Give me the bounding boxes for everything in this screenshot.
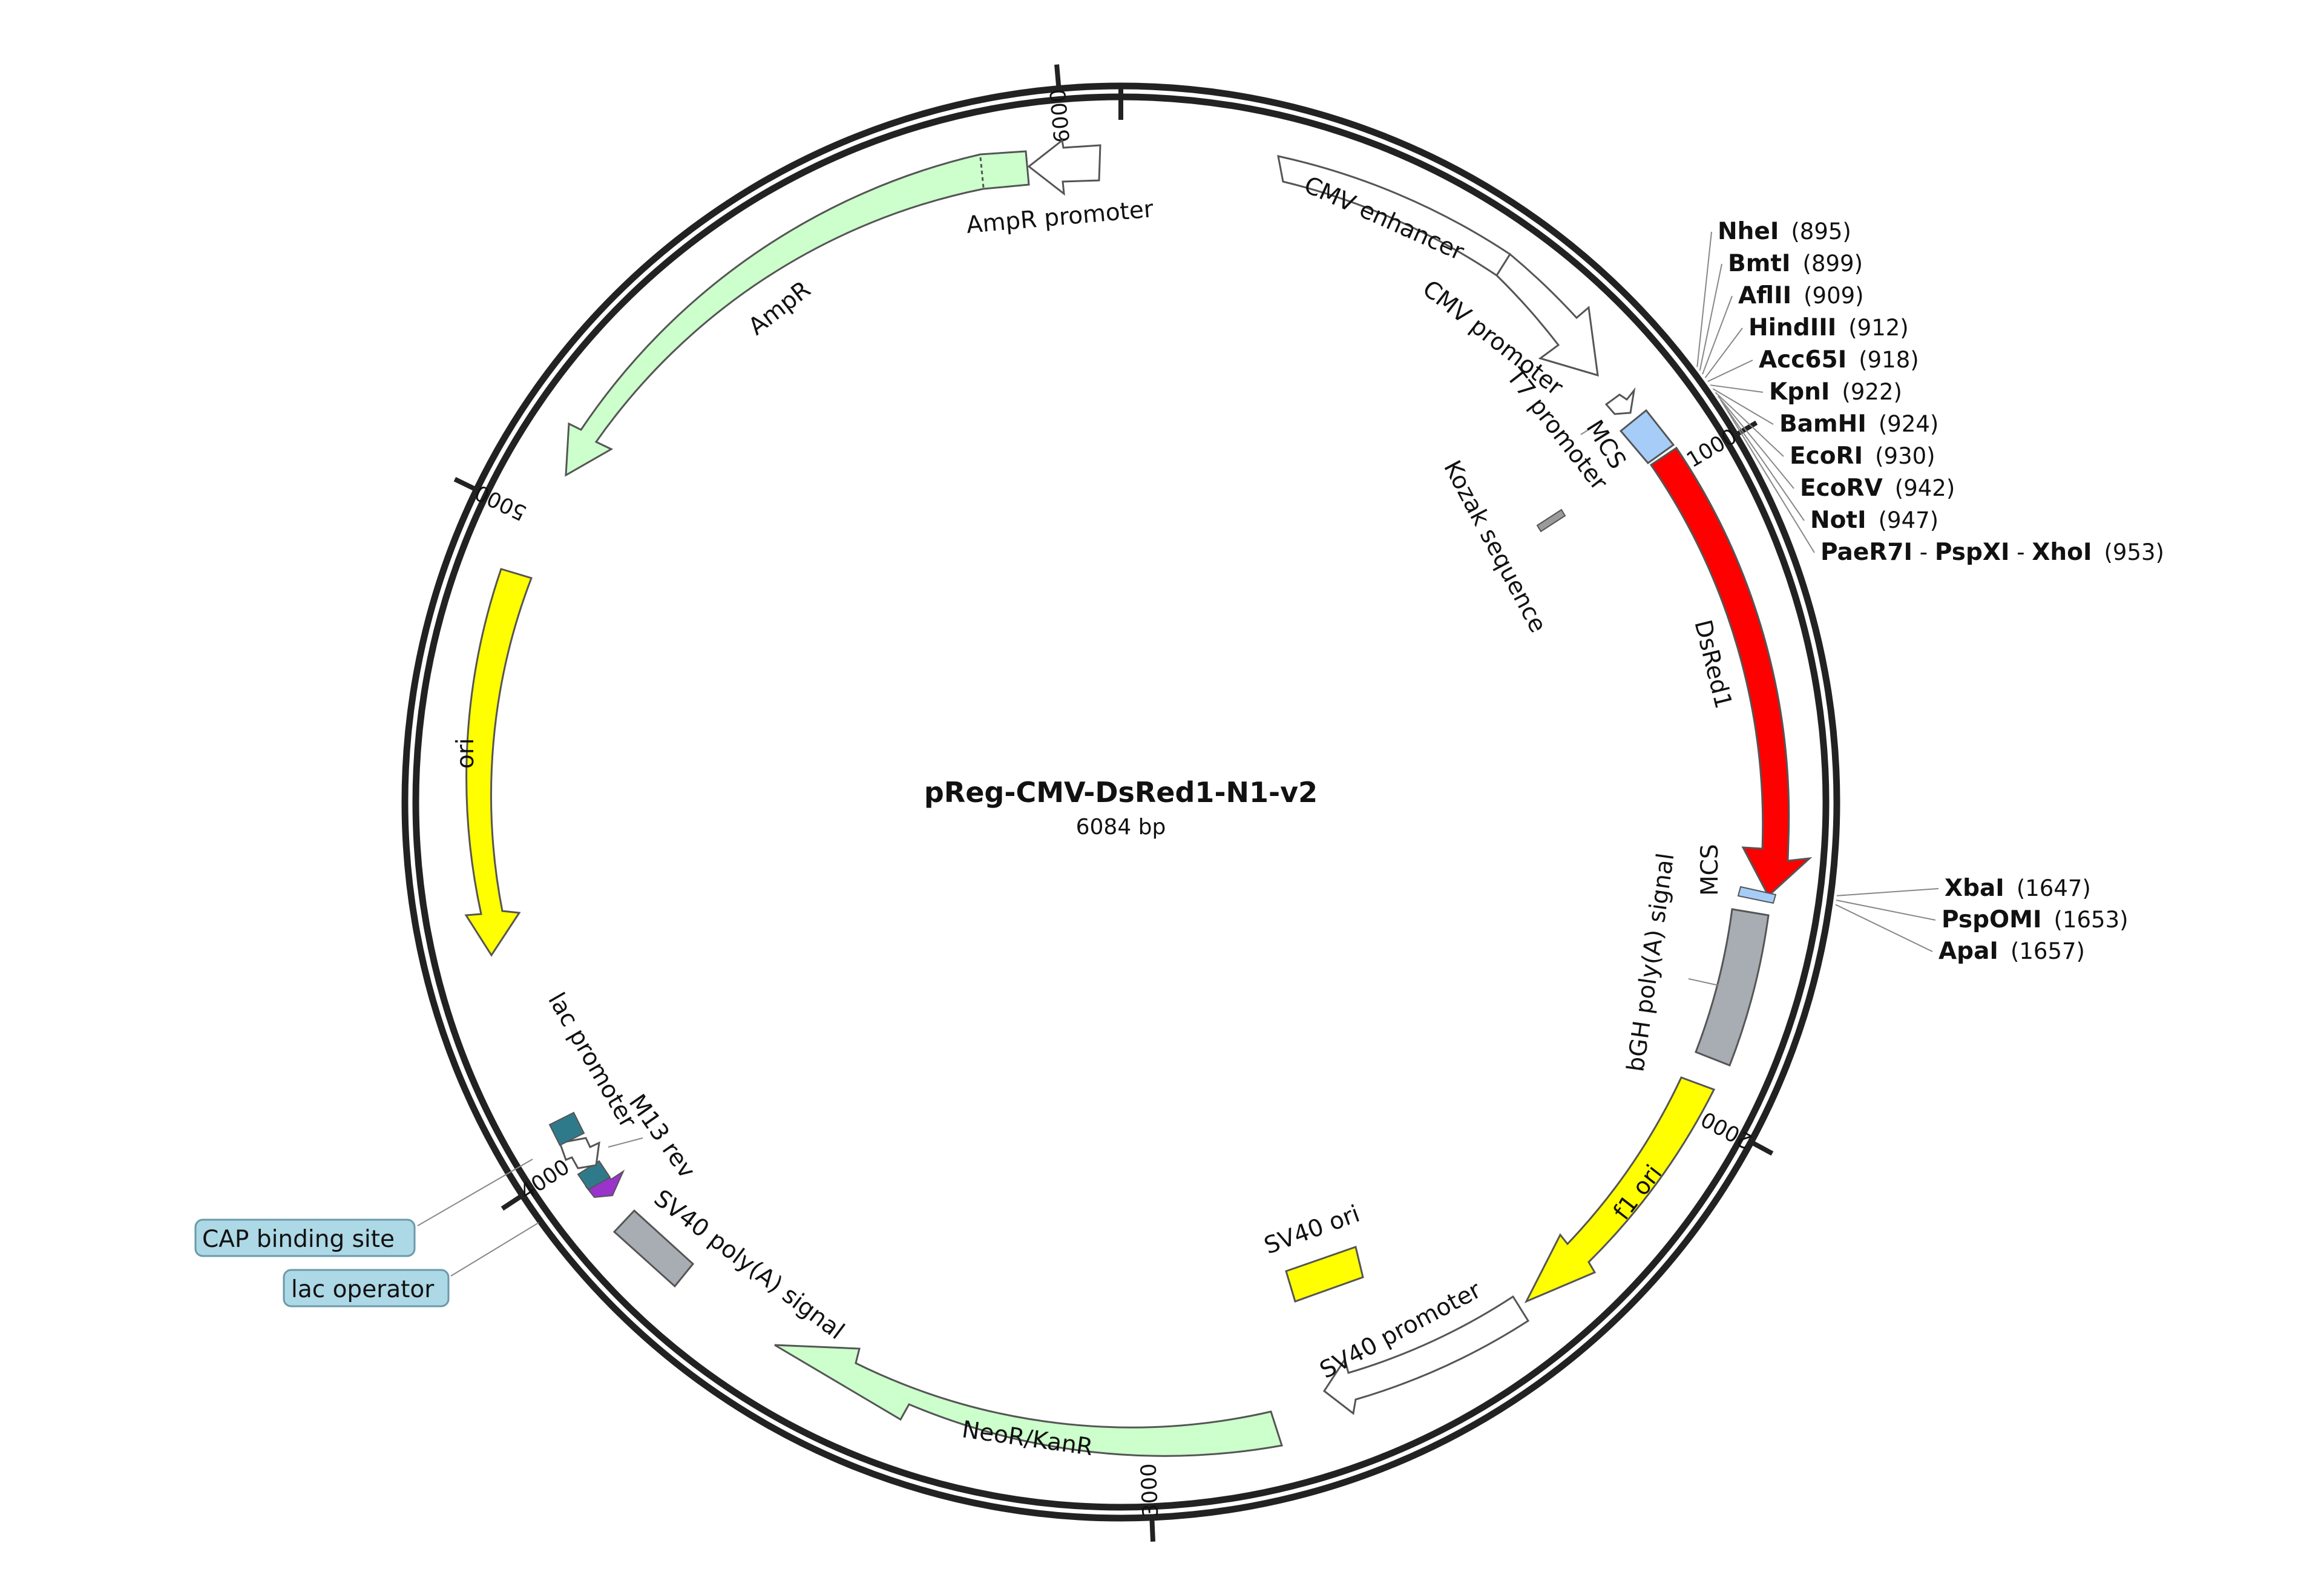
tick-3000 [1149,1519,1156,1542]
enzyme-top-connector-0 [1696,231,1712,367]
feature-t7-promoter[interactable] [1604,387,1636,415]
enzyme-mid-connector-1 [1836,899,1936,921]
enzyme-top-connector-6 [1712,388,1774,425]
feature-neor-kanr[interactable] [774,1344,1283,1457]
feature-sv40-polya[interactable] [612,1209,695,1288]
feature-f1-ori[interactable] [1524,1076,1716,1303]
enzyme-top-connector-10 [1722,403,1815,553]
feature-ori[interactable] [464,568,533,957]
tick-label-2000: 2000 [1697,1106,1756,1153]
plasmid-size: 6084 bp [1076,815,1166,840]
feature-kozak[interactable] [1536,508,1566,533]
label-ori: ori [452,738,479,769]
tick-2000 [1751,1141,1774,1156]
enzyme-labels-mid: XbaI (1647) PspOMI (1653) ApaI (1657) [1938,875,2129,965]
label-dsred1: DsRed1 [1689,617,1737,712]
enzyme-top-2[interactable]: AflII (909) [1738,282,1864,309]
cap-binding-site-box[interactable] [194,1218,416,1257]
enzyme-top-connector-4 [1707,360,1753,383]
enzyme-top-connector-9 [1720,399,1805,521]
enzyme-connectors-mid [1835,888,1939,952]
feature-mcs-1[interactable] [1619,409,1675,465]
enzyme-top-3[interactable]: HindIII (912) [1748,314,1909,341]
enzyme-top-0[interactable]: NheI (895) [1718,218,1851,245]
tick-5000 [453,476,476,491]
feature-lac-promoter[interactable] [558,1137,600,1169]
enzyme-mid-1[interactable]: PspOMI (1653) [1942,906,2129,933]
features [464,139,1813,1457]
feature-ampr-promoter[interactable] [1027,139,1101,196]
enzyme-top-connector-8 [1717,395,1794,489]
feature-mcs-2[interactable] [1737,886,1777,904]
feature-sv40-promoter[interactable] [1322,1295,1530,1415]
enzyme-labels-top: NheI (895) BmtI (899) AflII (909) HindIII (912)… [1718,218,2164,566]
enzyme-mid-2[interactable]: ApaI (1657) [1938,938,2085,965]
enzyme-top-10[interactable]: PaeR7I - PspXI - XhoI (953) [1820,539,2164,566]
enzyme-connectors-top [1696,231,1815,553]
feature-cap-binding-site[interactable] [548,1111,585,1146]
label-bgh-polya: bGH poly(A) signal [1622,852,1679,1074]
feature-dsred1[interactable] [1649,446,1813,898]
label-lac-promoter: lac promoter [542,988,642,1133]
feature-leader-lines [417,423,1719,1277]
enzyme-top-connector-7 [1715,392,1784,457]
enzyme-top-1[interactable]: BmtI (899) [1728,250,1863,277]
feature-ampr[interactable] [565,150,1030,477]
tick-label-4000: 4000 [516,1155,574,1205]
enzyme-top-connector-1 [1699,263,1722,371]
label-m13-rev: M13 rev [623,1090,700,1183]
feature-bgh-polya[interactable] [1695,908,1770,1067]
tick-label-5000: 5000 [471,479,531,525]
enzyme-mid-connector-0 [1836,888,1939,896]
enzyme-top-4[interactable]: Acc65I (918) [1759,346,1919,373]
cap-binding-site-label: CAP binding site [202,1226,395,1253]
boxed-labels: CAP binding site lac operator [194,1218,450,1307]
enzyme-top-8[interactable]: EcoRV (942) [1800,475,1955,502]
enzyme-top-connector-5 [1710,384,1764,393]
tick-4000 [501,1194,522,1211]
feature-sv40-ori[interactable] [1285,1246,1364,1303]
enzyme-top-9[interactable]: NotI (947) [1810,507,1938,534]
tick-label-1000: 1000 [1682,424,1741,473]
label-ampr-promoter: AmpR promoter [965,196,1155,239]
ampr-boundary [979,157,985,188]
enzyme-top-connector-2 [1702,295,1733,375]
enzyme-mid-connector-2 [1835,904,1933,952]
lac-operator-box[interactable] [283,1269,450,1307]
tick-6000 [1054,64,1062,87]
feature-cmv-promoter[interactable] [1495,252,1599,377]
tick-label-3000: 3000 [1137,1463,1163,1518]
enzyme-top-5[interactable]: KpnI (922) [1769,378,1902,406]
label-kozak: Kozak sequence [1438,456,1552,637]
enzyme-top-6[interactable]: BamHI (924) [1779,410,1938,438]
lac-operator-label: lac operator [291,1276,435,1303]
label-mcs-2: MCS [1696,844,1724,896]
tick-label-6000: 6000 [1046,88,1075,143]
enzyme-top-7[interactable]: EcoRI (930) [1790,442,1935,470]
enzyme-top-connector-3 [1704,327,1743,378]
enzyme-mid-0[interactable]: XbaI (1647) [1945,875,2091,902]
plasmid-title: pReg-CMV-DsRed1-N1-v2 [924,776,1318,809]
